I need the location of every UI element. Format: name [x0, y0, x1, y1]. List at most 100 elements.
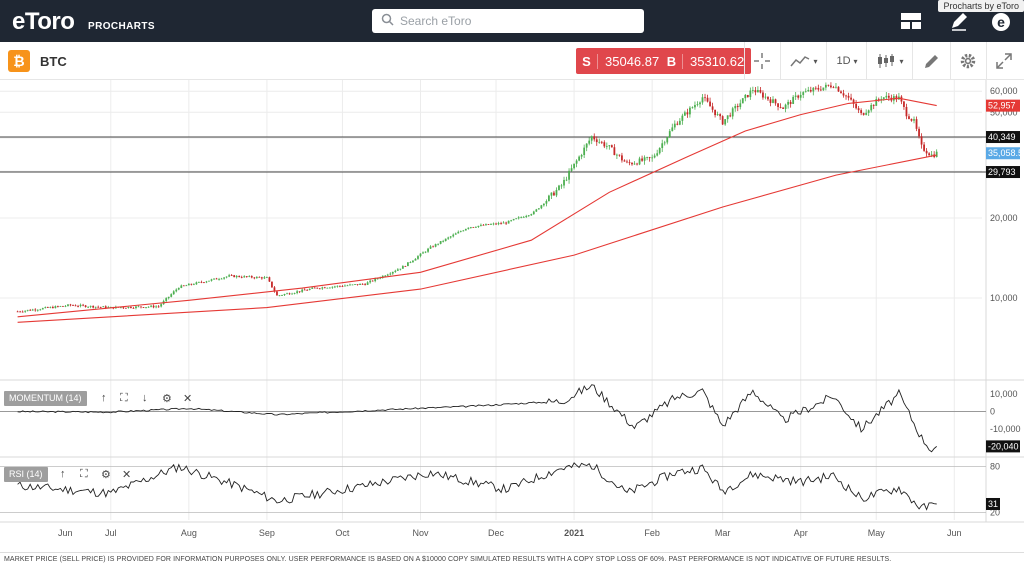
drawing-tools-button[interactable]	[918, 46, 946, 76]
candle-body	[41, 308, 44, 310]
candle-body	[427, 248, 429, 252]
search-box[interactable]	[372, 9, 644, 33]
candle-body	[824, 84, 827, 88]
candle-body	[396, 269, 399, 271]
candle-body	[512, 219, 515, 221]
price-chart[interactable]: Jun Jul Aug Sep Oct Nov Dec 2021 Feb Mar Apr May Jun…	[0, 80, 1024, 550]
candle-body	[243, 276, 246, 278]
candle-body	[872, 104, 875, 106]
chart-type-button[interactable]: ▾	[786, 46, 822, 76]
candle-body	[142, 307, 145, 308]
candle-body	[444, 238, 447, 242]
candle-body	[819, 89, 822, 91]
candle-body	[767, 96, 769, 100]
rsi-label[interactable]: RSI (14)	[4, 467, 48, 482]
chart-area[interactable]: Jun Jul Aug Sep Oct Nov Dec 2021 Feb Mar Apr May Jun…	[0, 80, 1024, 550]
candle-body	[366, 282, 369, 285]
interval-dropdown[interactable]: 1D ▾	[832, 46, 862, 76]
candle-body	[223, 277, 225, 279]
etoro-e-icon[interactable]: e	[988, 8, 1014, 34]
search-input[interactable]	[400, 12, 630, 30]
gear-icon[interactable]: ⚙	[101, 469, 111, 481]
etoro-logo[interactable]: eToro	[12, 8, 75, 35]
candle-body	[328, 287, 331, 289]
edit-icon[interactable]	[946, 8, 972, 34]
candle-body	[918, 128, 920, 137]
candle-body	[656, 153, 659, 156]
candle-body	[198, 281, 200, 283]
candle-body	[44, 307, 47, 309]
maximize-icon[interactable]: ⛶	[80, 468, 88, 480]
momentum-tick-label: 10,000	[990, 389, 1018, 399]
candle-body	[384, 275, 387, 277]
candle-body	[203, 282, 205, 284]
candle-body	[522, 216, 525, 218]
candle-body	[130, 306, 132, 308]
candle-body	[799, 94, 802, 98]
procharts-label: PROCHARTS	[88, 21, 155, 32]
x-tick-label: Jun	[947, 528, 962, 538]
candle-body	[537, 208, 540, 210]
buy-button[interactable]: B 35310.62	[661, 48, 752, 74]
move-up-icon[interactable]: ↑	[101, 392, 107, 404]
candle-body	[568, 170, 570, 180]
lower-line-marker-bg	[986, 166, 1020, 179]
candle-body	[787, 101, 790, 105]
sell-button[interactable]: S 35046.87	[576, 48, 667, 74]
candle-body	[696, 104, 699, 106]
candle-body	[437, 243, 440, 245]
settings-button[interactable]	[954, 46, 982, 76]
toolbar-divider	[780, 42, 781, 80]
fullscreen-button[interactable]	[990, 46, 1018, 76]
candle-body	[497, 223, 500, 225]
candle-body	[323, 287, 326, 289]
toolbar-divider	[986, 42, 987, 80]
candle-body	[784, 104, 787, 109]
candle-body	[779, 106, 782, 108]
candle-body	[127, 306, 130, 308]
candle-body	[595, 139, 598, 143]
move-up-icon[interactable]: ↑	[60, 468, 66, 480]
candle-body	[16, 311, 19, 313]
move-down-icon[interactable]: ↓	[142, 392, 148, 404]
candle-body	[386, 274, 389, 276]
candle-body	[646, 157, 649, 158]
close-icon[interactable]: ✕	[122, 469, 132, 481]
rsi-tick-label: 80	[990, 462, 1000, 472]
candle-body	[180, 285, 183, 288]
candle-body	[553, 192, 555, 196]
maximize-icon[interactable]: ⛶	[120, 392, 128, 404]
momentum-label[interactable]: MOMENTUM (14)	[4, 391, 87, 406]
candle-body	[540, 205, 543, 209]
candle-body	[751, 90, 754, 91]
gear-icon[interactable]: ⚙	[162, 393, 172, 405]
candle-body	[462, 230, 465, 232]
candle-body	[867, 110, 870, 113]
layout-icon[interactable]	[898, 8, 924, 34]
candle-body	[298, 291, 301, 293]
close-icon[interactable]: ✕	[183, 393, 193, 405]
candle-body	[412, 260, 414, 263]
candle-body	[505, 222, 508, 224]
candle-body	[175, 289, 178, 292]
candle-body	[903, 101, 905, 107]
x-tick-label: Dec	[488, 528, 505, 538]
candle-style-button[interactable]: ▾	[872, 46, 908, 76]
crosshair-icon	[754, 53, 770, 69]
candle-body	[160, 304, 163, 307]
candle-body	[600, 141, 603, 143]
candle-body	[333, 286, 336, 288]
instrument-symbol[interactable]: BTC	[40, 54, 67, 69]
momentum-line	[17, 384, 937, 453]
candle-body	[238, 275, 241, 277]
candle-body	[678, 120, 681, 125]
candle-body	[407, 262, 409, 267]
x-tick-label: Oct	[335, 528, 350, 538]
crosshair-button[interactable]	[748, 46, 776, 76]
candle-body	[404, 266, 407, 267]
candle-body	[205, 281, 208, 283]
candle-body	[570, 168, 573, 171]
candle-body	[268, 277, 271, 282]
candle-body	[291, 293, 293, 295]
